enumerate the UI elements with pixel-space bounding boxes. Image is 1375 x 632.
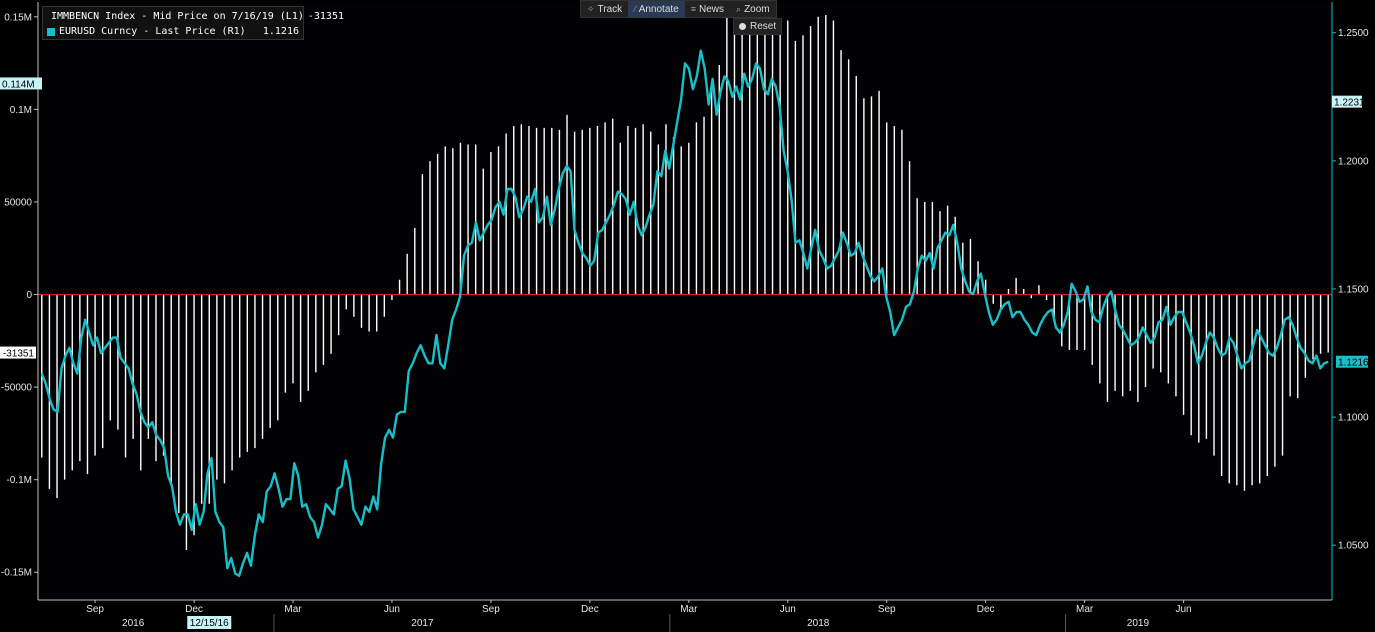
right-tick-label: 1.1000	[1338, 413, 1369, 424]
zoom-button[interactable]: ⌕ Zoom	[730, 1, 776, 17]
right-flag-last-text: 1.1216	[1338, 358, 1369, 369]
track-label: Track	[597, 3, 623, 15]
legend-value: -31351	[307, 11, 344, 22]
month-label: Jun	[1176, 604, 1192, 615]
left-flag-last-box	[0, 346, 36, 359]
left-flag-last: -31351	[0, 346, 36, 360]
month-label: Sep	[878, 604, 896, 615]
legend-label: IMMBENCN Index - Mid Price on 7/16/19 (L…	[51, 11, 304, 22]
legend-entry-eurusd: EURUSD Curncy - Last Price (R1) 1.1216	[47, 24, 299, 39]
chart-legend: IMMBENCN Index - Mid Price on 7/16/19 (L…	[42, 6, 344, 40]
pencil-icon: ∕	[634, 4, 636, 14]
year-label: 2019	[1127, 618, 1150, 629]
legend-label: EURUSD Curncy - Last Price (R1)	[59, 26, 246, 37]
month-label: Dec	[977, 604, 995, 615]
month-label: Jun	[780, 604, 796, 615]
annotate-button[interactable]: ∕ Annotate	[628, 1, 685, 17]
legend-value: 1.1216	[262, 26, 299, 37]
right-tick-label: 1.2500	[1338, 28, 1369, 39]
month-label: Dec	[185, 604, 203, 615]
left-tick-label: -0.1M	[6, 475, 32, 486]
left-flag-last-text: -31351	[3, 349, 35, 360]
chart-toolbar: ✧ Track ∕ Annotate ≡ News ⌕ Zoom	[580, 0, 777, 18]
right-flag-high-box	[1332, 95, 1362, 108]
plot-area[interactable]	[38, 2, 1332, 600]
right-flag-high-text: 1.2231	[1334, 98, 1365, 109]
news-label: News	[699, 3, 725, 15]
left-tick-label: 50000	[4, 197, 32, 208]
right-flag-high: 1.2231	[1332, 95, 1365, 109]
cursor-date-text: 12/15/16	[190, 618, 229, 629]
zoom-label: Zoom	[744, 3, 770, 15]
month-label: Mar	[284, 604, 302, 615]
right-flag-last-box	[1336, 355, 1368, 368]
right-flag-last: 1.1216	[1336, 355, 1369, 369]
left-tick-label: 0.1M	[10, 105, 32, 116]
left-tick-label: -50000	[1, 383, 33, 394]
left-flag-high-box	[0, 77, 42, 90]
annotate-label: Annotate	[638, 3, 679, 15]
year-label: 2016	[122, 618, 145, 629]
right-tick-label: 1.0500	[1338, 541, 1369, 552]
reset-button[interactable]: Reset	[733, 18, 783, 35]
magnifier-icon: ⌕	[736, 3, 742, 14]
month-label: Sep	[86, 604, 104, 615]
cursor-date-box	[187, 616, 232, 629]
axis-labels: 0.15M 0.1M 50000 0 -50000 -0.1M -0.15M 1.2500 1.…	[0, 12, 1369, 629]
right-tick-label: 1.1500	[1338, 284, 1369, 295]
track-button[interactable]: ✧ Track	[581, 1, 628, 17]
month-label: Sep	[482, 604, 500, 615]
left-tick-label: 0.15M	[4, 12, 32, 23]
year-label: 2017	[411, 618, 434, 629]
left-flag-high-text: 0.114M	[2, 79, 35, 90]
month-label: Jun	[384, 604, 400, 615]
left-flag-high: 0.114M	[0, 77, 42, 90]
eurusd-line	[40, 49, 1329, 578]
year-label: 2018	[807, 618, 830, 629]
right-tick-label: 1.2000	[1338, 156, 1369, 167]
legend-entry-immbencn: IMMBENCN Index - Mid Price on 7/16/19 (L…	[47, 9, 344, 24]
reset-label: Reset	[750, 21, 777, 32]
left-tick-label: -0.15M	[1, 568, 32, 579]
news-button[interactable]: ≡ News	[685, 1, 730, 17]
legend-swatch-cyan	[47, 27, 55, 36]
crosshair-icon: ✧	[587, 3, 595, 14]
month-label: Mar	[1076, 604, 1094, 615]
news-icon: ≡	[690, 4, 697, 14]
month-label: Mar	[680, 604, 698, 615]
reset-icon	[739, 23, 746, 30]
month-label: Dec	[581, 604, 599, 615]
cursor-date-flag: 12/15/16	[187, 616, 232, 629]
left-tick-label: 0	[26, 290, 32, 301]
